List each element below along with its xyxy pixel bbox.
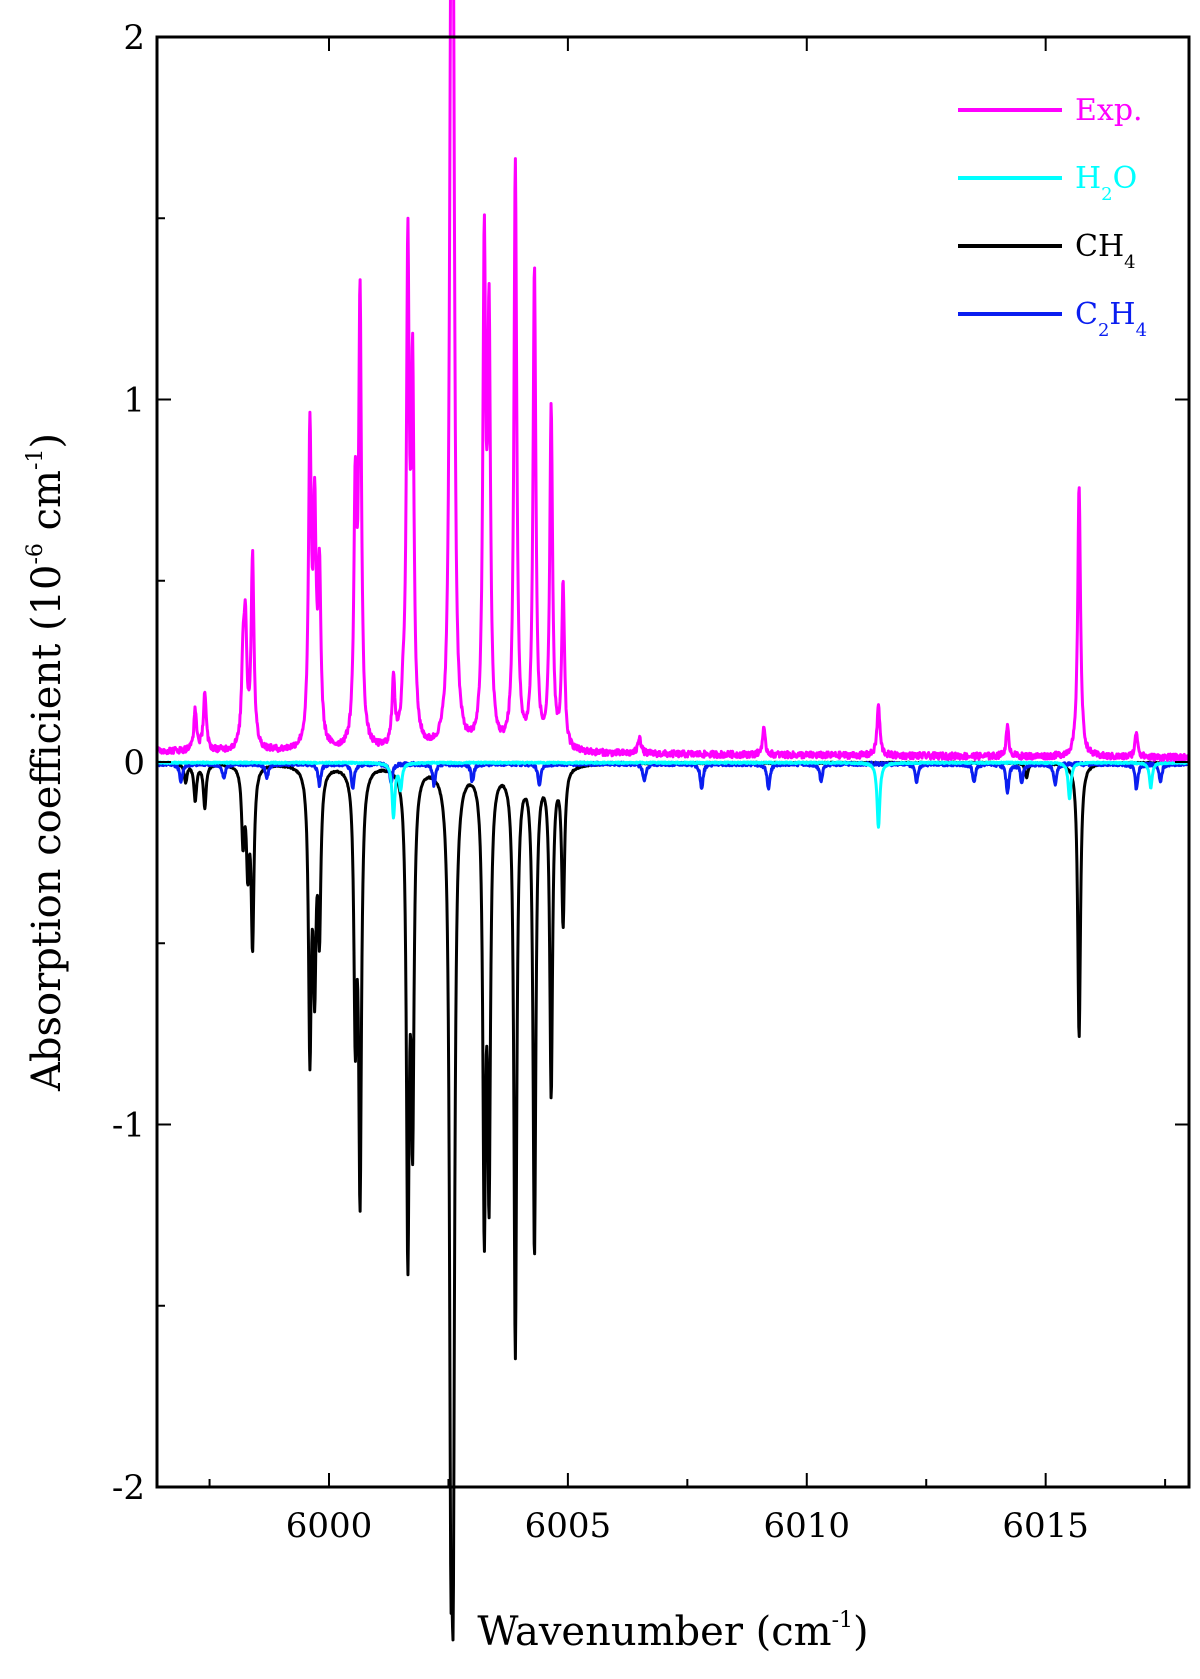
- y-axis-title-sup1: -6: [23, 543, 48, 564]
- y-axis-title-close: ): [24, 433, 70, 449]
- legend: Exp. H2O CH4 C2H4: [958, 93, 1147, 341]
- y-tick-label: 0: [123, 743, 145, 783]
- legend-item-exp: Exp.: [958, 93, 1143, 128]
- series-line-h2o: [155, 760, 1191, 829]
- x-axis-title-sup: -1: [832, 1608, 853, 1633]
- x-tick-label: 6015: [1002, 1506, 1089, 1546]
- ticks-layer: 6000 6005 6010 6015 2 1 0 -1 -2: [112, 18, 1189, 1546]
- legend-label: CH4: [1075, 229, 1136, 273]
- y-tick-label: 1: [123, 381, 145, 421]
- series-layer: [155, 0, 1191, 1642]
- series-line-exp: [155, 0, 1191, 763]
- y-axis-title-sup2: -1: [23, 449, 48, 470]
- legend-item-c2h4: C2H4: [958, 297, 1147, 341]
- y-tick-label: 2: [123, 18, 145, 58]
- legend-label: C2H4: [1075, 297, 1147, 341]
- y-axis-title-text: Absorption coefficient (10: [24, 564, 70, 1092]
- y-axis-title-mid: cm: [24, 470, 70, 543]
- x-axis-title-text: Wavenumber (cm: [477, 1609, 831, 1655]
- x-tick-label: 6000: [286, 1506, 373, 1546]
- legend-label: Exp.: [1075, 93, 1143, 128]
- x-tick-label: 6005: [525, 1506, 612, 1546]
- x-axis-title: Wavenumber (cm-1): [477, 1608, 868, 1655]
- y-tick-label: -1: [112, 1106, 145, 1146]
- x-tick-label: 6010: [764, 1506, 851, 1546]
- legend-label: H2O: [1075, 161, 1137, 205]
- y-tick-label: -2: [112, 1468, 145, 1508]
- y-axis-title: Absorption coefficient (10-6 cm-1): [23, 433, 70, 1092]
- x-axis-title-close: ): [853, 1609, 869, 1655]
- legend-item-ch4: CH4: [958, 229, 1136, 273]
- legend-item-h2o: H2O: [958, 161, 1137, 205]
- series-line-c2h4: [155, 760, 1191, 795]
